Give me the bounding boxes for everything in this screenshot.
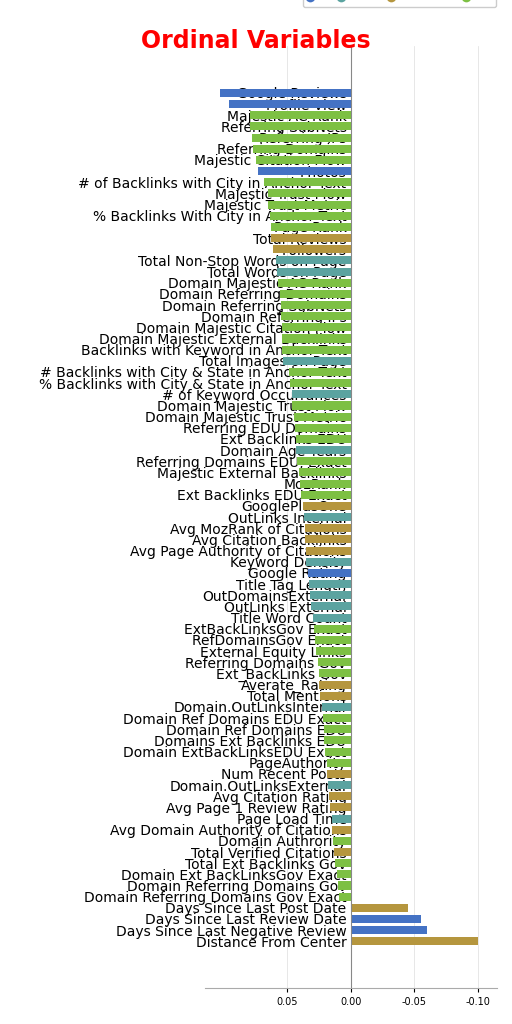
Bar [316,647,351,655]
Bar [351,926,427,934]
Bar [305,524,351,532]
Bar [306,558,351,566]
Bar [255,156,351,164]
Bar [300,479,351,487]
Bar [271,223,351,230]
Bar [351,904,408,911]
Bar [327,759,351,767]
Bar [332,814,351,822]
Bar [305,536,351,544]
Bar [332,825,351,834]
Bar [337,870,351,879]
Bar [289,368,351,376]
Bar [282,335,351,343]
Bar [282,346,351,353]
Bar [301,490,351,499]
Bar [321,691,351,699]
Bar [304,513,351,521]
Bar [319,681,351,688]
Bar [338,882,351,890]
Bar [324,725,351,733]
Bar [282,324,351,332]
Bar [309,580,351,588]
Bar [280,290,351,298]
Bar [295,424,351,432]
Bar [296,435,351,443]
Bar [290,379,351,387]
Bar [281,312,351,321]
Bar [293,413,351,421]
Bar [314,625,351,633]
Bar [271,234,351,242]
Bar [318,658,351,667]
Bar [297,458,351,465]
Bar [296,446,351,455]
Bar [220,89,351,97]
Bar [306,547,351,555]
Legend: GMB, ADDRESS, OFF-SITE LOCAL, LINK: GMB, ADDRESS, OFF-SITE LOCAL, LINK [303,0,496,7]
Bar [324,736,351,744]
Bar [327,770,351,778]
Bar [284,356,351,365]
Bar [279,279,351,287]
Bar [273,245,351,253]
Bar [325,748,351,756]
Bar [276,256,351,264]
Bar [308,569,351,577]
Bar [229,100,351,109]
Bar [339,893,351,901]
Bar [292,401,351,410]
Bar [351,915,420,923]
Bar [252,133,351,141]
Bar [322,702,351,711]
Bar [333,837,351,845]
Bar [258,167,351,175]
Bar [334,848,351,856]
Bar [281,301,351,309]
Bar [303,502,351,510]
Bar [269,212,351,220]
Bar [268,189,351,198]
Bar [310,591,351,599]
Bar [311,602,351,610]
Bar [323,714,351,722]
Bar [298,468,351,476]
Bar [253,144,351,153]
Bar [335,859,351,867]
Bar [313,613,351,622]
Bar [250,112,351,119]
Bar [277,267,351,275]
Bar [351,937,478,945]
Bar [330,804,351,811]
Bar [328,781,351,790]
Bar [292,390,351,398]
Bar [250,123,351,130]
Bar [264,178,351,186]
Bar [329,793,351,800]
Bar [268,201,351,209]
Text: Ordinal Variables: Ordinal Variables [141,29,371,52]
Bar [315,636,351,644]
Bar [319,670,351,678]
